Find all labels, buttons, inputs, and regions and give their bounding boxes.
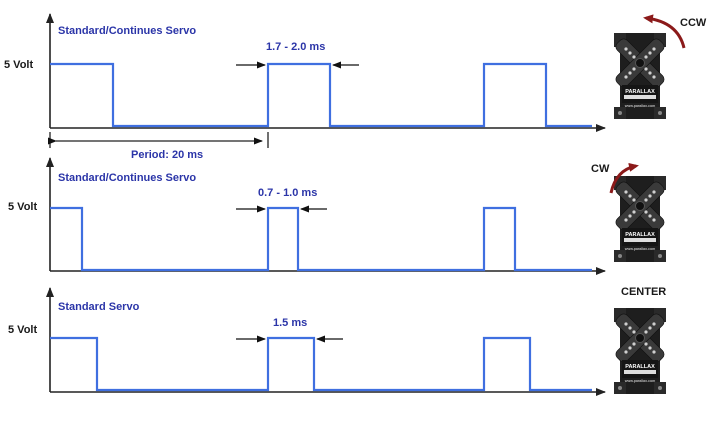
servo-motor-icon: PARALLAX www.parallax.com [613,307,667,395]
ccw-rotation-arrow [643,14,686,49]
voltage-label: 5 Volt [8,201,37,213]
direction-label: CCW [680,17,707,29]
panel-title: Standard Servo [58,301,140,313]
panel-title: Standard/Continues Servo [58,25,196,37]
voltage-label: 5 Volt [4,59,33,71]
panel-title: Standard/Continues Servo [58,172,196,184]
servo-brand: PARALLAX [625,89,655,95]
direction-label: CW [591,163,610,175]
pulse-width-label: 1.7 - 2.0 ms [266,41,325,53]
servo-motor-icon: PARALLAX www.parallax.com [613,175,667,263]
servo-website: www.parallax.com [624,104,655,108]
pwm-signal [50,62,592,128]
panel-center: Standard Servo 5 Volt 1.5 ms PARALLAX ww… [8,286,667,396]
servo-website: www.parallax.com [624,379,655,383]
cw-rotation-arrow [609,162,639,194]
period-label: Period: 20 ms [131,149,203,161]
pulse-width-label: 0.7 - 1.0 ms [258,187,317,199]
direction-label: CENTER [621,286,666,298]
pwm-signal [50,336,592,392]
servo-website: www.parallax.com [624,247,655,251]
servo-brand: PARALLAX [625,232,655,238]
panel-ccw: Standard/Continues Servo 5 Volt 1.7 - 2.… [4,13,707,161]
voltage-label: 5 Volt [8,324,37,336]
panel-cw: Standard/Continues Servo 5 Volt 0.7 - 1.… [8,157,667,275]
pwm-signal [50,206,592,272]
pulse-width-label: 1.5 ms [273,317,307,329]
servo-motor-icon: PARALLAX www.parallax.com [613,32,667,120]
servo-brand: PARALLAX [625,364,655,370]
